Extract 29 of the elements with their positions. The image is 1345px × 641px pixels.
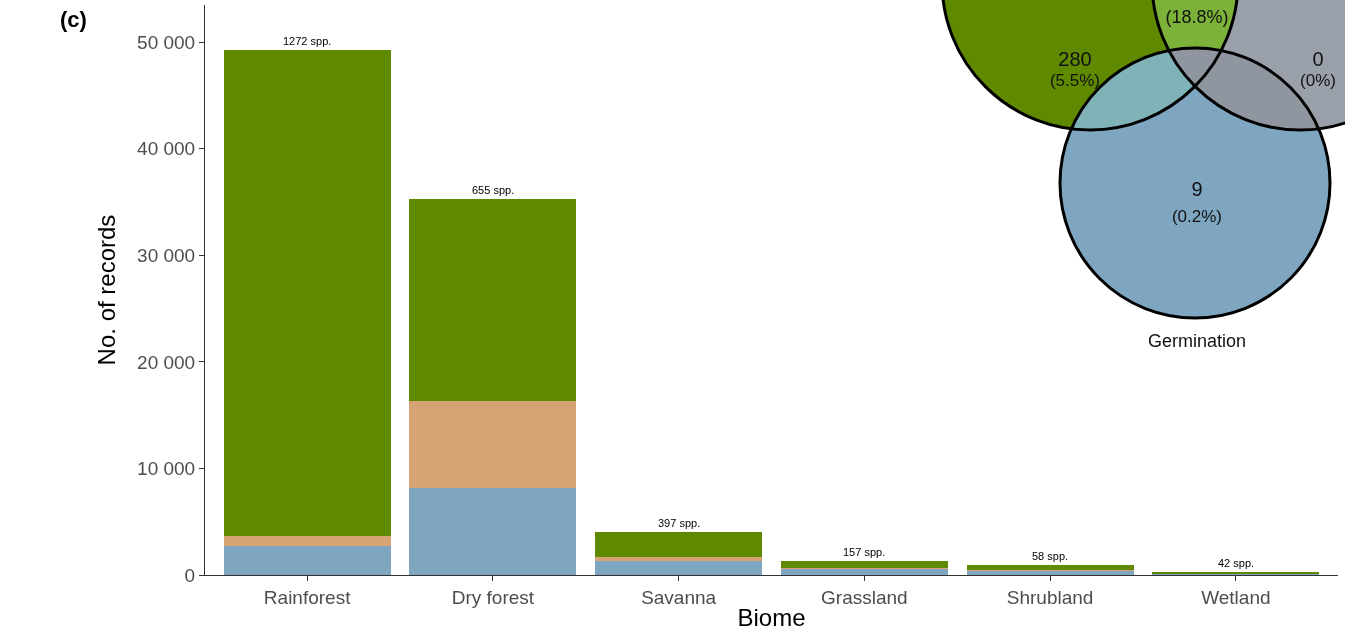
annotation: 58 spp.	[1032, 550, 1069, 562]
annotation: 280	[1058, 48, 1092, 70]
y-tick-label: 20 000	[137, 351, 196, 373]
annotation: 157 spp.	[843, 546, 886, 558]
y-axis-title: No. of records	[93, 214, 121, 366]
annotation: 1272 spp.	[283, 35, 332, 47]
x-tick-label: Wetland	[1201, 586, 1271, 608]
x-tick-label: Grassland	[821, 586, 908, 608]
y-tick-label: 30 000	[137, 245, 196, 267]
y-tick-label: 10 000	[137, 458, 196, 480]
x-tick-label: Dry forest	[451, 586, 535, 608]
annotation: 42 spp.	[1218, 557, 1255, 569]
annotation: 0	[1312, 48, 1324, 70]
x-tick-label: Shrubland	[1006, 586, 1094, 608]
x-tick-label: Rainforest	[263, 586, 352, 608]
y-tick-label: 0	[184, 564, 196, 586]
text: (c)	[60, 7, 87, 32]
y-tick-label: 50 000	[137, 31, 196, 53]
annotation: 655 spp.	[472, 184, 515, 196]
annotation: (0.2%)	[1171, 207, 1223, 226]
annotation: (18.8%)	[1165, 7, 1229, 27]
x-tick-label: Savanna	[641, 586, 717, 608]
y-tick-label: 40 000	[137, 138, 196, 160]
annotation: (0%)	[1300, 71, 1336, 90]
annotation: (5.5%)	[1049, 71, 1101, 90]
annotation: 9	[1191, 178, 1203, 200]
annotation: Germination	[1147, 331, 1247, 351]
annotation: 397 spp.	[658, 517, 701, 529]
x-axis-title: Biome	[737, 604, 806, 632]
